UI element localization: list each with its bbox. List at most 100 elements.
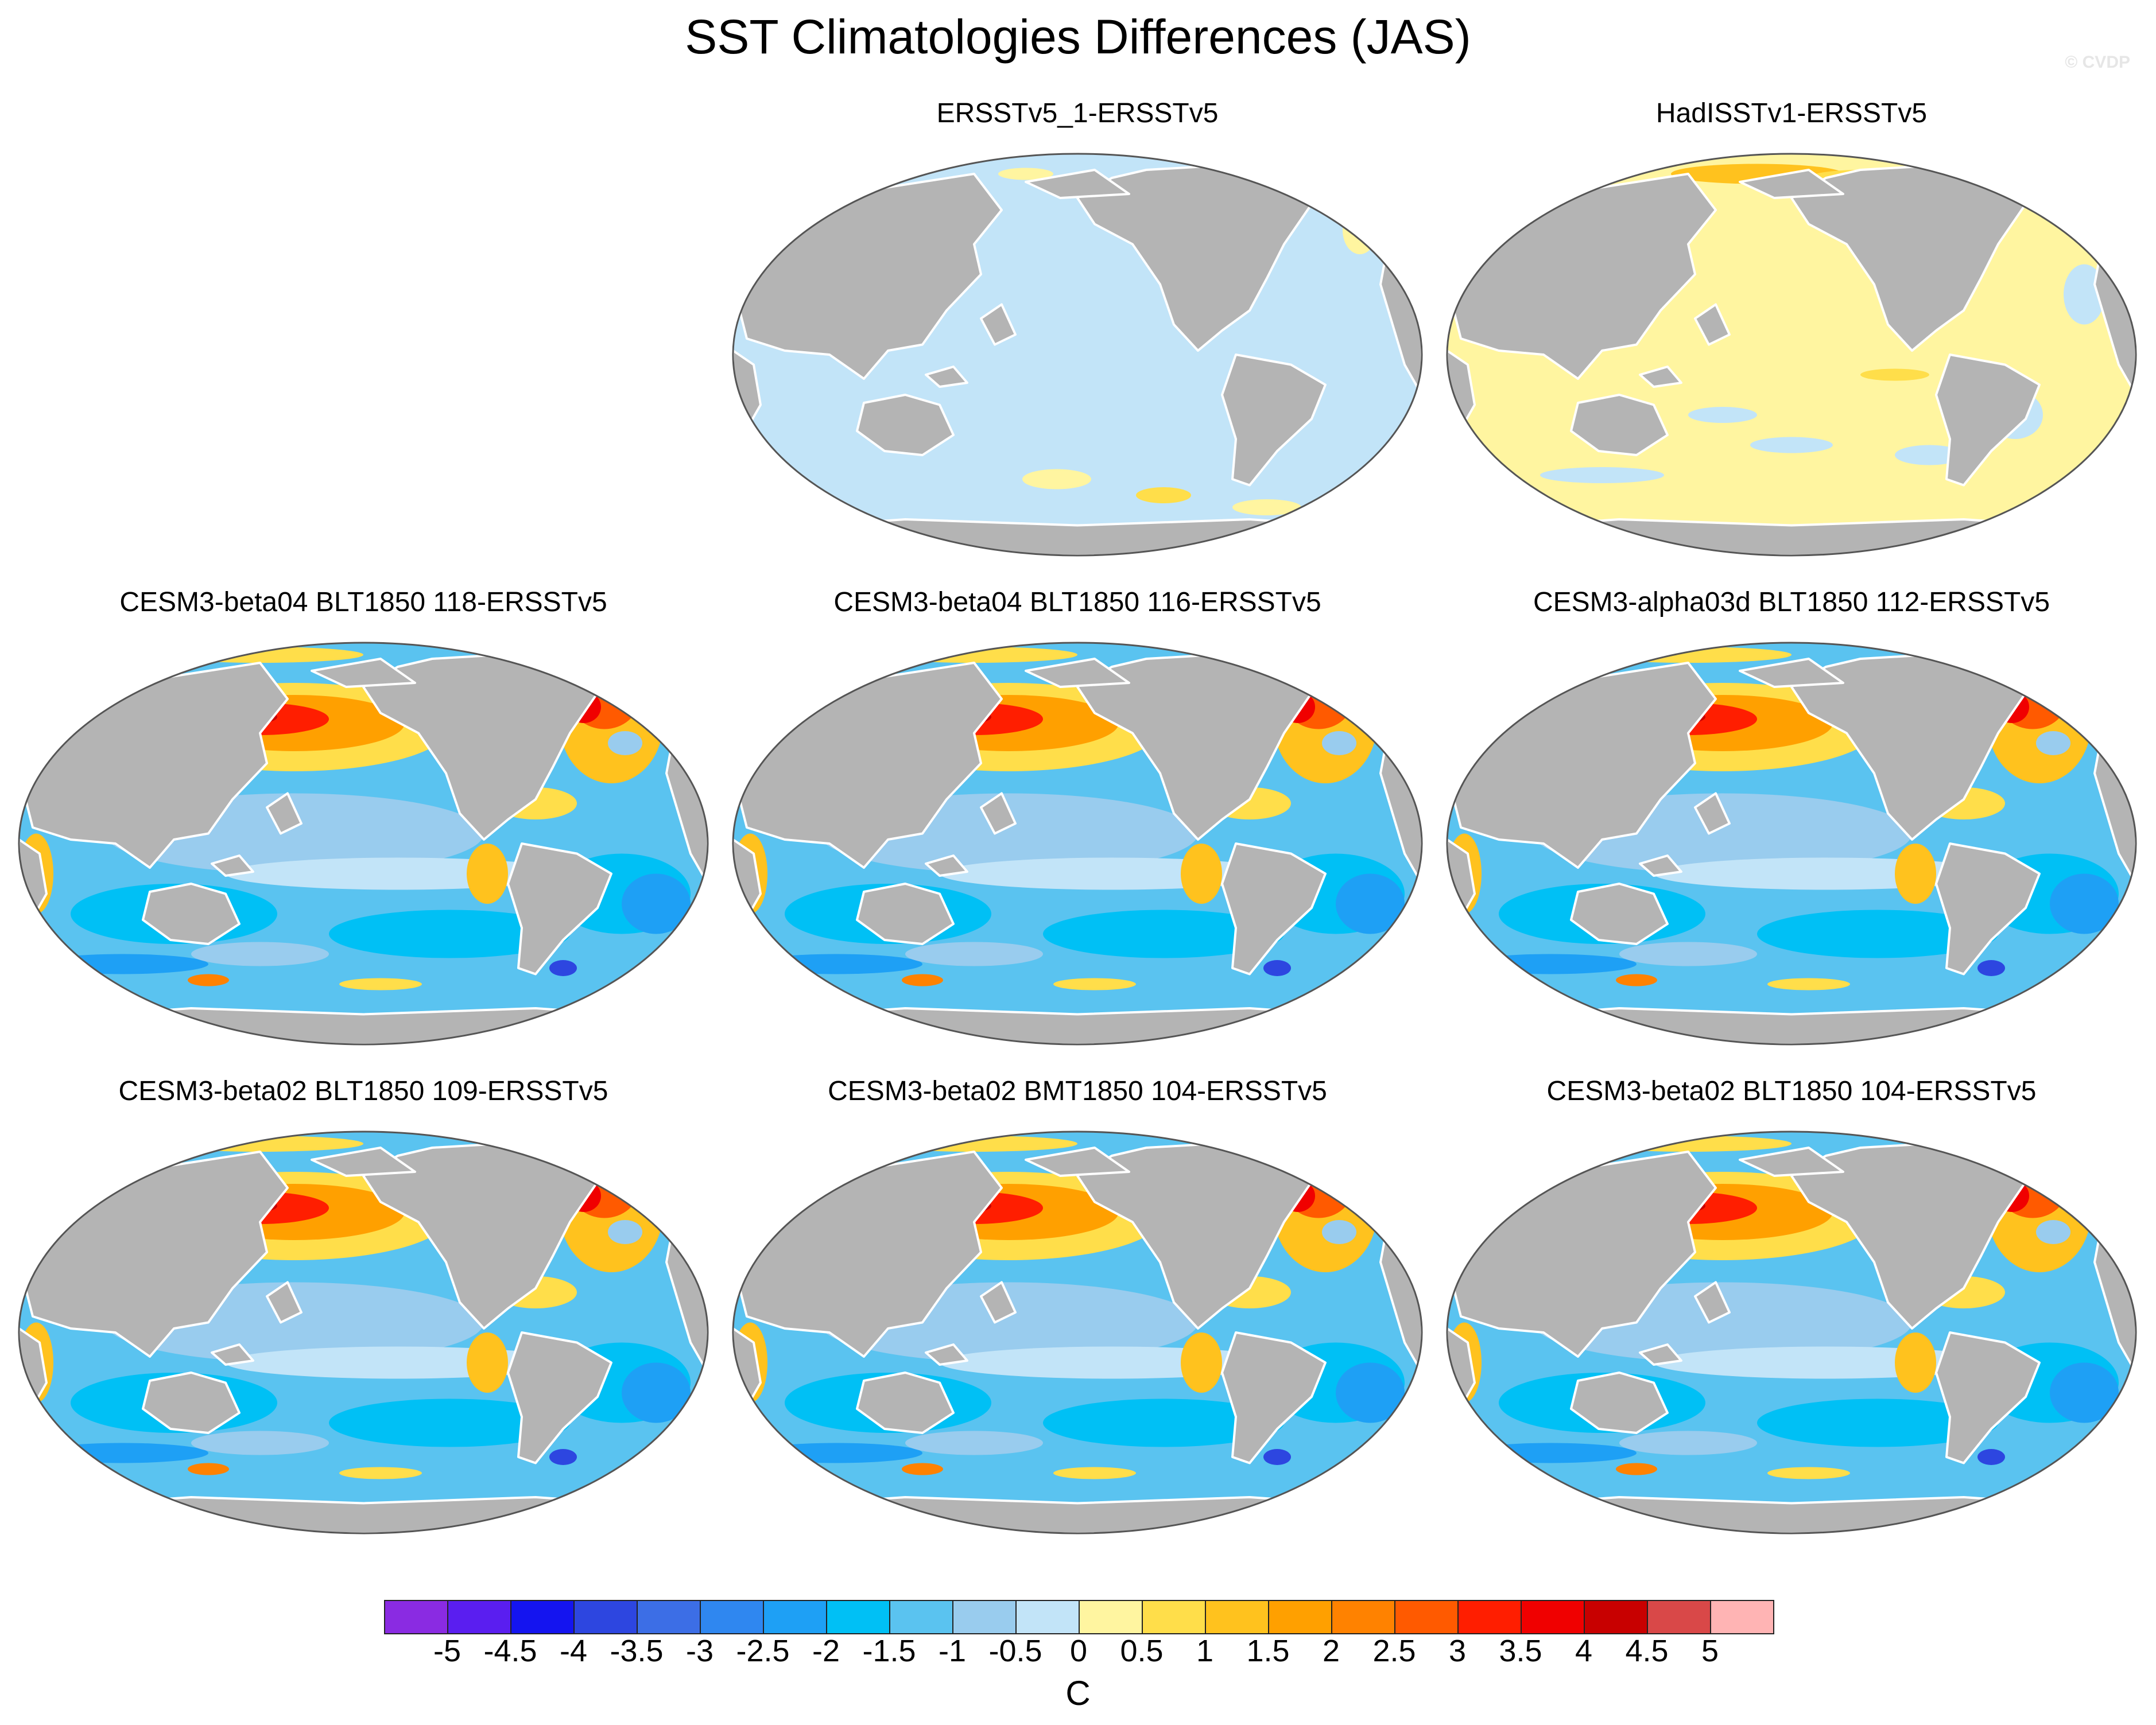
- land-mass: [507, 1331, 612, 1464]
- colorbar: [384, 1600, 1774, 1634]
- land-mass: [733, 1496, 1422, 1533]
- map-alpha03d-112: [1446, 642, 2137, 1046]
- land-mass: [507, 842, 612, 976]
- page-title: SST Climatologies Differences (JAS): [685, 10, 1471, 64]
- colorbar-box: [573, 1600, 638, 1634]
- anomaly-region: [1136, 487, 1191, 503]
- land-mass: [1935, 842, 2041, 976]
- land-mass: [142, 1372, 241, 1434]
- map-panel-5: CESM3-alpha03d BLT1850 112-ERSSTv5: [1438, 585, 2145, 1073]
- colorbar-tick-label: 0.5: [1120, 1634, 1164, 1668]
- land-mass: [1025, 1147, 1130, 1177]
- land-mass: [311, 1147, 416, 1177]
- land-mass: [1739, 658, 1844, 688]
- colorbar-tick-label: 2: [1322, 1634, 1340, 1668]
- anomaly-region: [1895, 844, 1936, 904]
- colorbar-box: [1647, 1600, 1711, 1634]
- colorbar-box: [952, 1600, 1017, 1634]
- anomaly-region: [750, 1451, 785, 1463]
- anomaly-region: [1391, 958, 1418, 970]
- land-mass: [925, 1343, 968, 1366]
- colorbar-box: [1521, 1600, 1585, 1634]
- anomaly-region: [188, 1463, 229, 1475]
- map-beta02-blt-109: [18, 1130, 709, 1534]
- anomaly-region: [191, 1431, 329, 1455]
- land-mass: [2031, 161, 2089, 211]
- colorbar-box: [1268, 1600, 1332, 1634]
- land-mass: [1935, 353, 2041, 487]
- land-mass: [1739, 169, 1844, 199]
- land-mass: [980, 1281, 1017, 1324]
- anomaly-region: [1043, 1398, 1284, 1447]
- panel-title: CESM3-beta02 BLT1850 104-ERSSTv5: [1546, 1076, 2037, 1106]
- colorbar-unit: C: [1065, 1674, 1091, 1712]
- panel-title: ERSSTv5_1-ERSSTv5: [936, 98, 1219, 129]
- anomaly-region: [2105, 1447, 2132, 1459]
- anomaly-region: [998, 168, 1053, 180]
- anomaly-region: [36, 962, 71, 974]
- colorbar-tick-label: -4.5: [483, 1634, 537, 1668]
- colorbar-box: [1331, 1600, 1395, 1634]
- land-mass: [1694, 303, 1731, 346]
- colorbar-tick-label: -4: [559, 1634, 588, 1668]
- anomaly-region: [36, 1443, 208, 1463]
- colorbar-box: [1205, 1600, 1269, 1634]
- anomaly-region: [2105, 958, 2132, 970]
- land-mass: [603, 1139, 661, 1189]
- ocean-field: [1447, 154, 2136, 555]
- anomaly-region: [1391, 1447, 1418, 1459]
- anomaly-region: [750, 954, 922, 974]
- land-mass: [19, 1007, 708, 1044]
- land-mass: [1570, 883, 1669, 945]
- anomaly-region: [1043, 910, 1284, 958]
- land-mass: [142, 883, 241, 945]
- colorbar-box: [1015, 1600, 1080, 1634]
- map-outline: [18, 642, 709, 1046]
- anomaly-region: [1895, 445, 1964, 465]
- colorbar-tick-label: 5: [1701, 1634, 1719, 1668]
- map-beta04-118: [18, 642, 709, 1046]
- land-mass: [1570, 1372, 1669, 1434]
- anomaly-region: [1895, 1332, 1936, 1393]
- land-mass: [211, 854, 254, 877]
- ocean-field: [733, 154, 1422, 555]
- land-mass: [1317, 1139, 1375, 1189]
- land-mass: [2031, 650, 2089, 700]
- colorbar-tick-label: -0.5: [988, 1634, 1042, 1668]
- map-outline: [732, 1130, 1423, 1534]
- land-mass: [1221, 1331, 1327, 1464]
- anomaly-region: [1860, 368, 1929, 381]
- anomaly-region: [2050, 873, 2119, 934]
- anomaly-region: [467, 1332, 508, 1393]
- colorbar-box: [510, 1600, 575, 1634]
- panel-title: CESM3-alpha03d BLT1850 112-ERSSTv5: [1533, 587, 2050, 617]
- anomaly-region: [1616, 974, 1657, 986]
- colorbar-tick-label: -3.5: [610, 1634, 664, 1668]
- colorbar-box: [637, 1600, 701, 1634]
- map-outline: [732, 153, 1423, 557]
- land-mass: [733, 518, 1422, 555]
- land-mass: [1447, 1007, 2136, 1044]
- land-mass: [1694, 792, 1731, 835]
- land-mass: [19, 1496, 708, 1533]
- map-beta04-116: [732, 642, 1423, 1046]
- colorbar-box: [1394, 1600, 1459, 1634]
- map-outline: [1446, 153, 2137, 557]
- anomaly-region: [1757, 910, 1998, 958]
- colorbar-tick-label: -2.5: [736, 1634, 790, 1668]
- land-mass: [856, 394, 955, 456]
- land-mass: [2031, 1139, 2089, 1189]
- colorbar-tick-label: 3.5: [1499, 1634, 1542, 1668]
- colorbar-box: [447, 1600, 511, 1634]
- land-mass: [266, 1281, 303, 1324]
- map-beta02-bmt-104: [732, 1130, 1423, 1534]
- anomaly-region: [1322, 1220, 1356, 1244]
- anomaly-region: [622, 873, 691, 934]
- anomaly-region: [1464, 954, 1637, 974]
- anomaly-region: [750, 1443, 922, 1463]
- anomaly-region: [1767, 1467, 1850, 1479]
- map-panel-3: CESM3-beta04 BLT1850 118-ERSSTv5: [10, 585, 716, 1073]
- anomaly-region: [339, 978, 422, 990]
- anomaly-region: [2036, 731, 2070, 755]
- anomaly-region: [1540, 467, 1664, 483]
